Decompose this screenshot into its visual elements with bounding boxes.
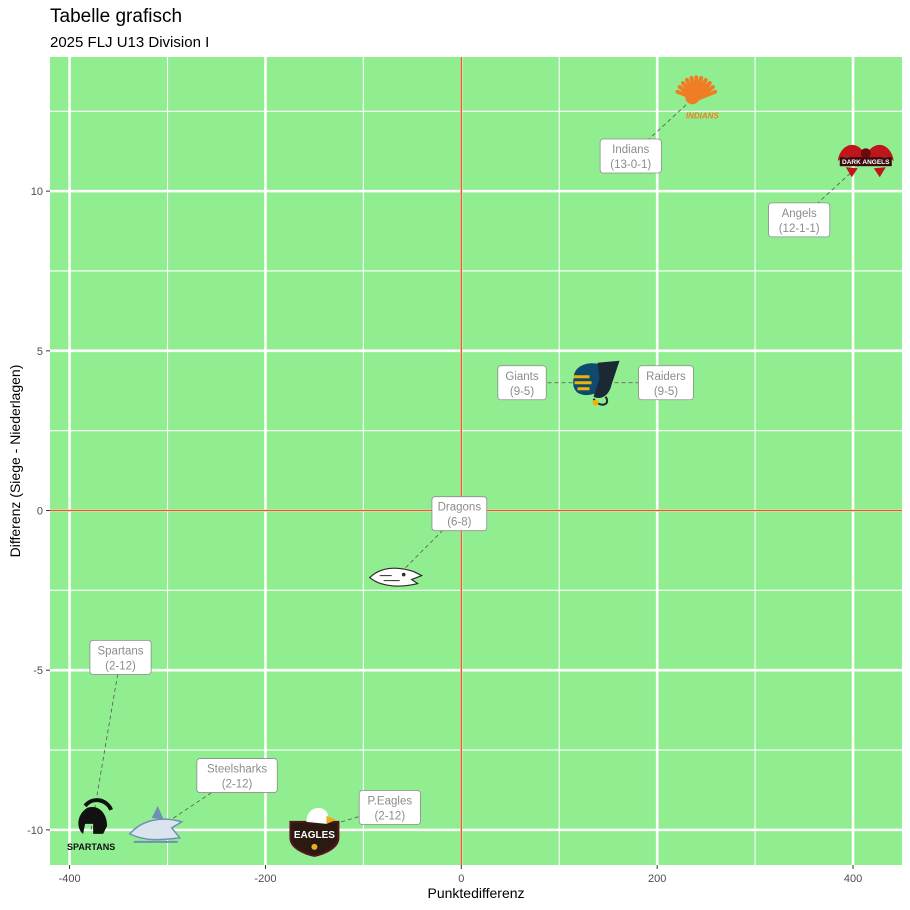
dragon-detail-mark (379, 575, 400, 582)
wing-tail-mark (845, 167, 886, 178)
x-tick-label: 200 (648, 873, 666, 885)
logo-wordmark: SPARTANS (67, 842, 115, 852)
label-box (358, 790, 421, 825)
banner-mark (839, 157, 892, 167)
plot-panel (50, 57, 902, 865)
x-axis-ticks: -400 -200 0 200 400 (59, 865, 862, 885)
label-box (497, 365, 547, 401)
x-axis-title: Punktedifferenz (427, 885, 524, 901)
label-box (196, 758, 278, 793)
dragon-head-mark (368, 567, 424, 587)
y-tick-label: -5 (33, 665, 43, 677)
y-axis-title: Differenz (Siege - Niederlagen) (7, 365, 23, 558)
stripe-mark (573, 375, 592, 391)
connector-line (630, 95, 697, 157)
label-box (638, 365, 694, 401)
team-logos: INDIANS DARK ANGELS SPARTANS EAGLES (67, 75, 894, 857)
y-tick-label: 10 (31, 186, 43, 198)
steelsharks-logo (128, 805, 184, 843)
giants-label: Giants (9-5) (497, 365, 547, 401)
y-tick-label: -10 (27, 825, 43, 837)
y-tick-label: 0 (37, 506, 43, 518)
team-name-label: Indians (612, 144, 649, 156)
x-tick-label: -200 (254, 873, 276, 885)
team-name-label: Dragons (438, 502, 482, 514)
label-box (599, 138, 662, 174)
eye-mark (401, 572, 406, 577)
team-record-label: (9-5) (510, 386, 534, 398)
team-record-label: (13-0-1) (610, 159, 651, 171)
raiders-label: Raiders (9-5) (638, 365, 694, 401)
angels-label: Angels (12-1-1) (768, 202, 831, 238)
team-name-label: Steelsharks (207, 764, 267, 776)
team-name-label: Raiders (646, 371, 686, 383)
shield-mark (289, 820, 340, 857)
y-axis-ticks: -10 -5 0 5 10 (27, 186, 50, 837)
shark-mark (128, 818, 184, 841)
beak-mark (326, 815, 337, 824)
label-box (89, 640, 152, 675)
x-tick-label: 0 (458, 873, 464, 885)
team-record-label: (2-12) (374, 811, 405, 823)
spartans-label: Spartans (2-12) (89, 640, 152, 675)
shield-mark (593, 360, 620, 399)
indians-logo: INDIANS (675, 75, 720, 120)
helmet-mark (78, 806, 108, 834)
feather-mark (694, 89, 718, 102)
chart-subtitle: 2025 FLJ U13 Division I (50, 34, 210, 51)
head-mark (860, 148, 871, 159)
ball-mark (311, 843, 318, 850)
chart-title: Tabelle grafisch (50, 6, 183, 27)
steelsharks-label: Steelsharks (2-12) (196, 758, 278, 793)
dragons-label: Dragons (6-8) (431, 496, 488, 532)
peagles-logo: EAGLES (289, 807, 340, 857)
team-name-label: Spartans (97, 645, 143, 657)
fin-mark (151, 805, 164, 820)
team-name-label: Giants (505, 371, 538, 383)
team-labels: Indians (13-0-1) Angels (12-1-1) Giants (9-5)… (89, 138, 831, 825)
logo-wordmark: INDIANS (686, 111, 720, 120)
dragons-logo (368, 567, 424, 587)
label-box (768, 202, 831, 238)
dot-mark (592, 399, 599, 406)
logo-wordmark: EAGLES (294, 830, 335, 841)
head-mark (685, 90, 700, 105)
spartans-logo: SPARTANS (67, 798, 115, 852)
peagles-label: P.Eagles (2-12) (358, 790, 421, 825)
crest-mark (83, 798, 113, 811)
team-record-label: (9-5) (654, 386, 678, 398)
angels-logo: DARK ANGELS (837, 144, 894, 178)
y-tick-label: 5 (37, 346, 43, 358)
team-name-label: Angels (782, 208, 817, 220)
indians-label: Indians (13-0-1) (599, 138, 662, 174)
label-box (431, 496, 488, 532)
x-tick-label: -400 (59, 873, 81, 885)
team-record-label: (12-1-1) (779, 223, 820, 235)
team-record-label: (2-12) (105, 660, 136, 672)
team-record-label: (2-12) (222, 779, 253, 791)
team-record-label: (6-8) (447, 517, 471, 529)
logo-wordmark: DARK ANGELS (842, 159, 890, 166)
team-name-label: P.Eagles (368, 796, 413, 808)
connector-line (395, 513, 460, 578)
raiders-logo (592, 360, 620, 406)
x-tick-label: 400 (844, 873, 862, 885)
